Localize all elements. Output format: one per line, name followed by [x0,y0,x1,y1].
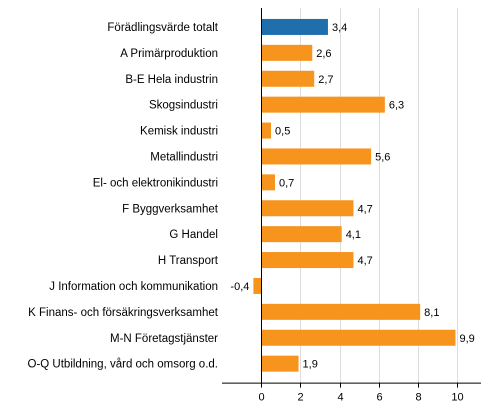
bar-2 [261,44,313,61]
bar-6 [261,148,372,165]
bar-4 [261,96,385,113]
category-label-4: Skogsindustri [149,100,218,112]
category-label-2: A Primärproduktion [120,48,218,60]
value-label-5: 0,5 [275,126,290,138]
bar-7 [261,174,275,191]
value-label-10: 4,7 [357,255,372,267]
value-label-8: 4,7 [357,203,372,215]
bar-5 [261,122,272,139]
value-label-12: 8,1 [424,307,439,319]
category-label-6: Metallindustri [150,151,218,163]
value-label-9: 4,1 [346,229,361,241]
bar-13 [261,329,456,346]
value-label-2: 2,6 [316,48,331,60]
category-label-10: H Transport [158,255,219,267]
gridlines [300,8,458,383]
value-label-1: 3,4 [332,22,347,34]
bar-14 [261,355,299,372]
value-label-3: 2,7 [318,74,333,86]
category-label-9: G Handel [169,229,218,241]
bar-9 [261,226,342,243]
bars [253,18,456,372]
x-axis: 0 2 4 6 8 10 [222,8,481,404]
category-labels: Förädlingsvärde totalt A Primärproduktion… [28,22,219,371]
bar-3 [261,70,315,87]
x-tick-label-8: 8 [415,392,421,404]
x-tick-label-2: 2 [297,392,303,404]
category-label-13: M-N Företagstjänster [110,333,218,345]
category-label-14: O-Q Utbildning, vård och omsorg o.d. [28,359,218,371]
bar-12 [261,303,421,320]
value-label-11: -0,4 [230,281,249,293]
value-label-7: 0,7 [279,177,294,189]
x-tick-label-6: 6 [376,392,382,404]
value-label-14: 1,9 [303,359,318,371]
value-label-6: 5,6 [375,151,390,163]
category-label-8: F Byggverksamhet [122,203,219,215]
category-label-7: El- och elektronikindustri [93,177,218,189]
x-tick-label-4: 4 [337,392,343,404]
x-tick-label-10: 10 [451,392,463,404]
value-label-4: 6,3 [389,100,404,112]
category-label-5: Kemisk industri [140,126,218,138]
x-tick-label-0: 0 [258,392,264,404]
category-label-11: J Information och kommunikation [49,281,218,293]
bar-11 [253,277,262,294]
bar-8 [261,200,354,217]
bar-10 [261,252,354,269]
category-label-3: B-E Hela industrin [125,74,218,86]
bar-1 [261,18,328,35]
category-label-1: Förädlingsvärde totalt [107,22,218,34]
category-label-12: K Finans- och försäkringsverksamhet [28,307,219,319]
value-label-13: 9,9 [459,333,474,345]
value-labels: 3,4 2,6 2,7 6,3 0,5 5,6 0,7 4,7 4,1 4,7 -0,4 8,1 9,9… [230,22,474,371]
